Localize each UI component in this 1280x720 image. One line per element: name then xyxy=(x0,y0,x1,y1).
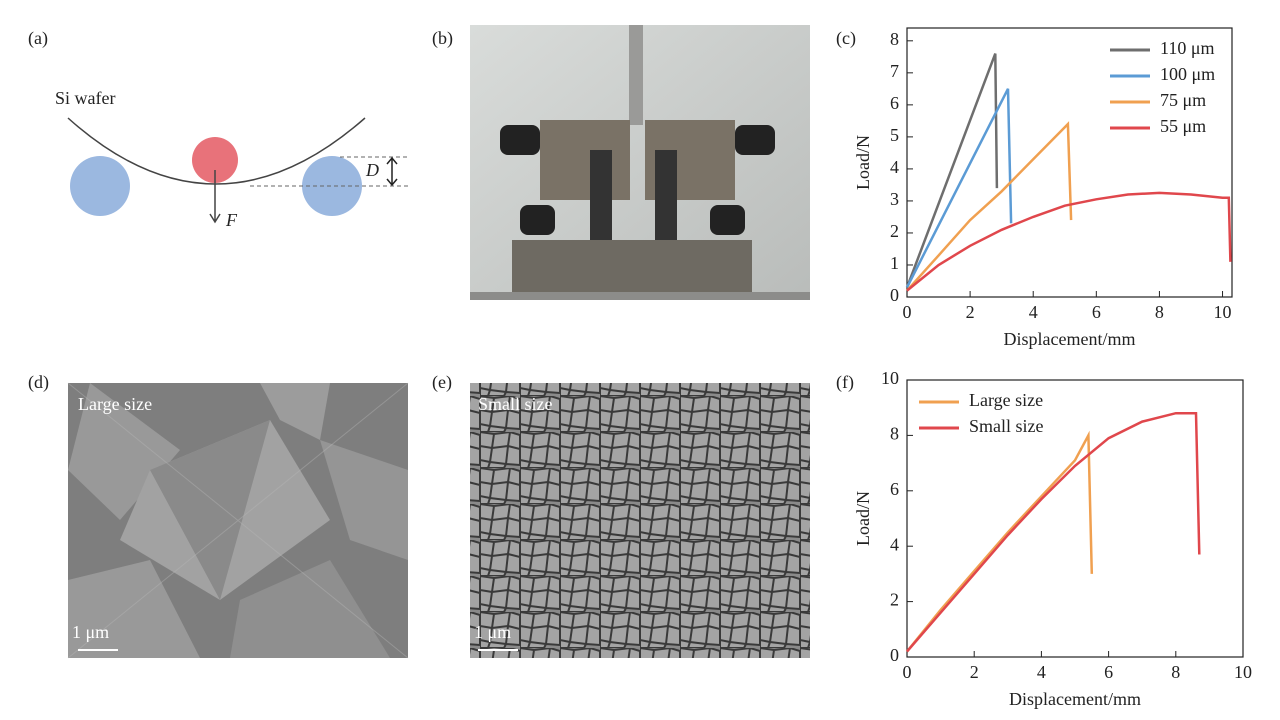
y-axis-label: Load/N xyxy=(853,135,873,190)
y-tick-label: 6 xyxy=(890,93,899,113)
x-tick-label: 0 xyxy=(903,302,912,322)
micrograph-caption: Large size xyxy=(78,394,152,414)
x-tick-label: 8 xyxy=(1155,302,1164,322)
x-tick-label: 6 xyxy=(1104,662,1113,682)
panel-label: (f) xyxy=(836,372,854,393)
loading-roller xyxy=(192,137,238,183)
x-tick-label: 8 xyxy=(1171,662,1180,682)
legend-label: Large size xyxy=(969,390,1043,410)
x-tick-label: 2 xyxy=(970,662,979,682)
y-tick-label: 4 xyxy=(890,534,899,554)
y-tick-label: 5 xyxy=(890,125,899,145)
y-tick-label: 2 xyxy=(890,590,899,610)
plot-frame xyxy=(906,379,1244,658)
series-line xyxy=(906,121,1073,292)
x-tick-label: 0 xyxy=(903,662,912,682)
y-tick-label: 3 xyxy=(890,189,899,209)
panel-label: (b) xyxy=(432,28,453,49)
x-tick-label: 10 xyxy=(1234,662,1252,682)
bending-diagram: Si wafer F D xyxy=(55,88,410,230)
legend-label: 55 μm xyxy=(1160,116,1206,136)
force-arrow xyxy=(209,170,221,224)
plot-frame xyxy=(906,27,1233,298)
y-tick-label: 0 xyxy=(890,645,899,665)
panel-label: (a) xyxy=(28,28,48,49)
legend-label: 110 μm xyxy=(1160,38,1214,58)
test-fixture-photo xyxy=(470,25,810,300)
micrograph-large: Large size 1 μm xyxy=(67,382,409,659)
y-tick-label: 8 xyxy=(890,29,899,49)
x-tick-label: 6 xyxy=(1092,302,1101,322)
x-axis-label: Displacement/mm xyxy=(1004,329,1136,349)
support-roller xyxy=(70,156,130,216)
y-tick-label: 8 xyxy=(890,424,899,444)
micrograph-small: Small size 1 μm xyxy=(470,383,810,658)
x-axis-label: Displacement/mm xyxy=(1009,689,1141,709)
scale-bar-label: 1 μm xyxy=(474,622,511,642)
y-tick-label: 10 xyxy=(881,368,899,388)
x-tick-label: 2 xyxy=(966,302,975,322)
y-tick-label: 0 xyxy=(890,285,899,305)
y-tick-label: 1 xyxy=(890,253,899,273)
force-label: F xyxy=(225,210,238,230)
deflection-arrow xyxy=(386,156,398,187)
x-tick-label: 10 xyxy=(1214,302,1232,322)
y-tick-label: 4 xyxy=(890,157,899,177)
y-tick-label: 6 xyxy=(890,479,899,499)
micrograph-caption: Small size xyxy=(478,394,553,414)
deflection-label: D xyxy=(365,160,379,180)
x-tick-label: 4 xyxy=(1037,662,1046,682)
y-tick-label: 2 xyxy=(890,221,899,241)
scale-bar-label: 1 μm xyxy=(72,622,109,642)
panel-label: (c) xyxy=(836,28,856,49)
wafer-label: Si wafer xyxy=(55,88,115,108)
series-line xyxy=(905,53,999,288)
y-axis-label: Load/N xyxy=(853,491,873,546)
legend-label: 100 μm xyxy=(1160,64,1215,84)
panel-label: (e) xyxy=(432,372,452,393)
series-line xyxy=(906,411,1201,653)
legend-label: Small size xyxy=(969,416,1044,436)
series-line xyxy=(906,191,1232,292)
support-roller xyxy=(302,156,362,216)
panel-label: (d) xyxy=(28,372,49,393)
legend-label: 75 μm xyxy=(1160,90,1206,110)
series-line xyxy=(905,88,1013,288)
y-tick-label: 7 xyxy=(890,61,899,81)
series-line xyxy=(906,430,1094,653)
x-tick-label: 4 xyxy=(1029,302,1038,322)
